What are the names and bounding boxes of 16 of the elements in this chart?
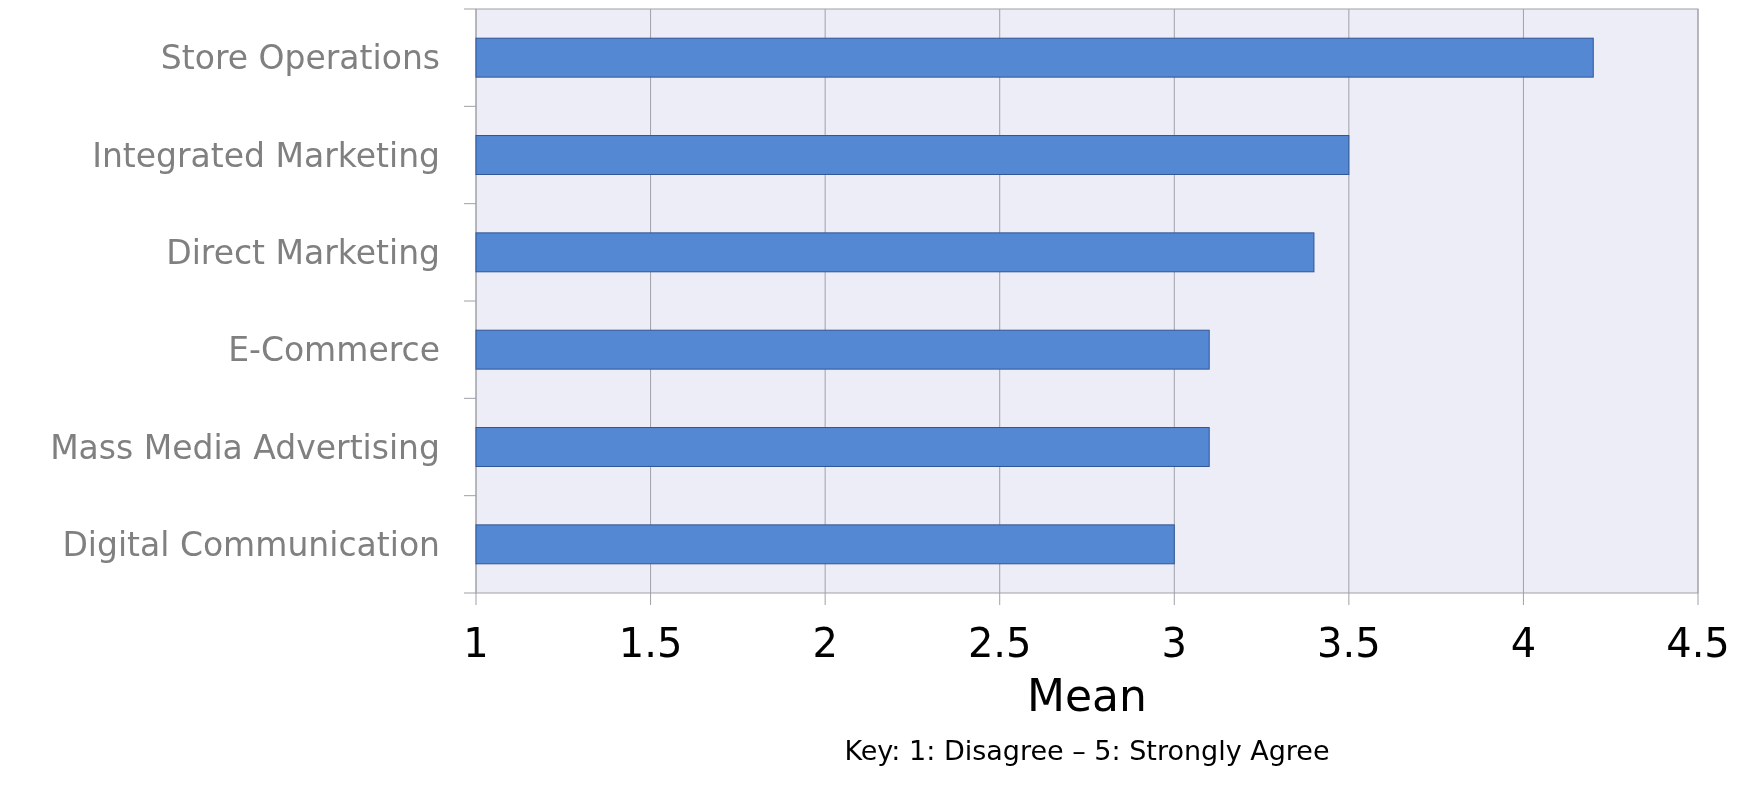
y-tick-label: E-Commerce <box>228 330 440 370</box>
y-tick-label: Store Operations <box>160 38 440 78</box>
x-tick-label: 2 <box>812 620 838 666</box>
x-tick-label: 3 <box>1161 620 1188 666</box>
y-tick-label: Mass Media Advertising <box>50 427 440 467</box>
x-tick-label: 1 <box>463 620 489 666</box>
x-axis-title: Mean <box>1027 670 1147 721</box>
x-tick-label: 2.5 <box>967 620 1032 666</box>
x-tick-label: 1.5 <box>618 620 683 666</box>
x-tick-label: 4.5 <box>1666 620 1730 666</box>
x-tick-label: 3.5 <box>1317 620 1381 666</box>
y-tick-label: Direct Marketing <box>166 232 440 272</box>
y-tick-label: Integrated Marketing <box>92 135 440 175</box>
text: Key: 1: Disagree – 5: Strongly Agree <box>844 735 1330 766</box>
x-tick-label: 4 <box>1510 620 1537 666</box>
y-tick-label: Digital Communication <box>62 524 440 564</box>
